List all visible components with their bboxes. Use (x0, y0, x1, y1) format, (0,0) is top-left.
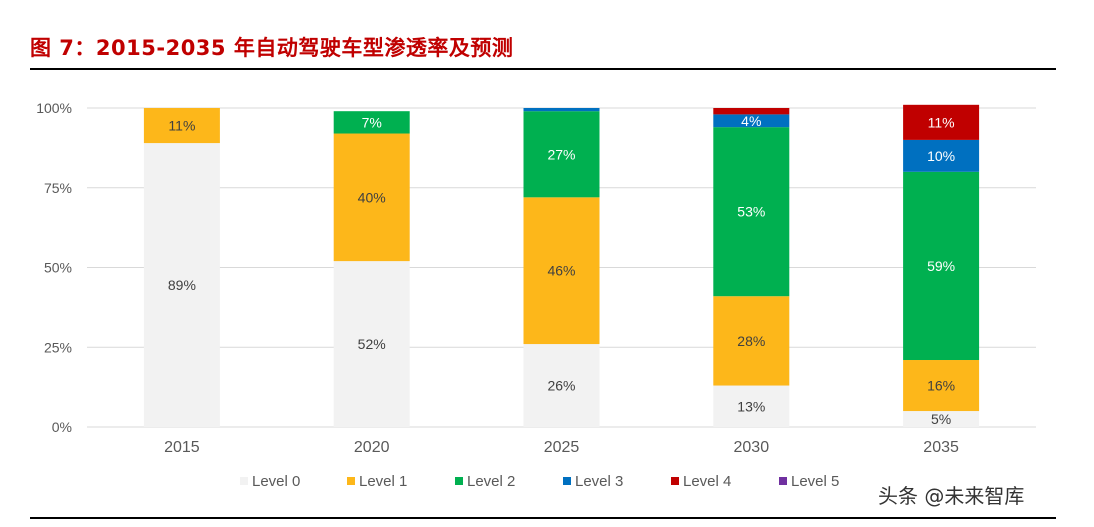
data-label: 16% (927, 378, 955, 394)
data-label: 5% (931, 411, 951, 427)
x-tick-label: 2030 (734, 439, 770, 456)
legend-swatch (779, 477, 787, 485)
legend-swatch (671, 477, 679, 485)
legend: Level 0 Level 1 Level 2 Level 3 Level 4 Level… (240, 473, 839, 490)
bars (143, 104, 980, 427)
data-label: 89% (168, 277, 196, 293)
figure-header: 图 7：2015-2035 年自动驾驶车型渗透率及预测 (30, 28, 1056, 70)
data-labels: 89% 11% 52% 40% 7% 26% 46% 27% 13% 28% 53% 4% 5% 16% 5… (168, 113, 955, 427)
bar-level-2-2035 (903, 171, 980, 361)
legend-swatch (240, 477, 248, 485)
bar-level-1-2030 (713, 296, 790, 386)
bar-level-1-2015 (143, 108, 220, 144)
data-label: 53% (737, 204, 765, 220)
data-label: 28% (737, 333, 765, 349)
watermark: 头条 @未来智库 (878, 484, 1025, 508)
x-tick-label: 2025 (544, 439, 580, 456)
bar-level-2-2030 (713, 127, 790, 297)
bar-level-0-2035 (903, 411, 980, 427)
legend-swatch (455, 477, 463, 485)
bar-level-0-2030 (713, 385, 790, 427)
data-label: 10% (927, 148, 955, 164)
bar-level-1-2020 (333, 133, 410, 262)
bar-level-1-2035 (903, 360, 980, 412)
legend-entry: Level 0 (252, 473, 300, 490)
legend-entry: Level 4 (683, 473, 731, 490)
data-label: 27% (547, 146, 575, 162)
figure-title: 图 7：2015-2035 年自动驾驶车型渗透率及预测 (30, 36, 514, 60)
y-tick-label: 0% (52, 419, 72, 435)
data-label: 40% (358, 189, 386, 205)
y-tick-label: 25% (44, 339, 72, 355)
bar-level-1-2025 (523, 197, 600, 345)
data-label: 4% (741, 113, 761, 129)
bar-level-2-2025 (523, 111, 600, 198)
y-tick-label: 100% (36, 100, 72, 116)
axes: 0% 25% 50% 75% 100% 2015 2020 2025 2030 2035 (36, 100, 959, 456)
chart-area: 89% 11% 52% 40% 7% 26% 46% 27% 13% 28% 53% 4% 5% 16% 5… (0, 70, 1094, 515)
x-tick-label: 2035 (923, 439, 959, 456)
bar-level-3-2025 (523, 108, 600, 112)
data-label: 46% (547, 263, 575, 279)
bar-level-0-2025 (523, 344, 600, 427)
legend-entry: Level 5 (791, 473, 839, 490)
data-label: 7% (362, 114, 382, 130)
bar-level-4-2035 (903, 104, 980, 140)
data-label: 11% (168, 118, 195, 134)
stacked-bar-chart: 89% 11% 52% 40% 7% 26% 46% 27% 13% 28% 53% 4% 5% 16% 5… (36, 100, 1036, 490)
x-tick-label: 2020 (354, 439, 390, 456)
y-tick-label: 50% (44, 260, 72, 276)
bottom-rule (30, 517, 1056, 519)
bar-level-4-2030 (713, 108, 790, 115)
legend-entry: Level 2 (467, 473, 515, 490)
data-label: 13% (737, 398, 765, 414)
bar-level-0-2015 (143, 143, 220, 427)
bar-level-3-2035 (903, 139, 980, 172)
data-label: 52% (358, 336, 386, 352)
bar-level-2-2020 (333, 111, 410, 134)
y-tick-label: 75% (44, 180, 72, 196)
legend-entry: Level 3 (575, 473, 623, 490)
data-label: 59% (927, 258, 955, 274)
data-label: 26% (547, 378, 575, 394)
bar-level-3-2030 (713, 114, 790, 128)
x-tick-label: 2015 (164, 439, 200, 456)
data-label: 11% (928, 114, 955, 130)
bar-level-0-2020 (333, 261, 410, 427)
legend-swatch (347, 477, 355, 485)
legend-entry: Level 1 (359, 473, 407, 490)
legend-swatch (563, 477, 571, 485)
